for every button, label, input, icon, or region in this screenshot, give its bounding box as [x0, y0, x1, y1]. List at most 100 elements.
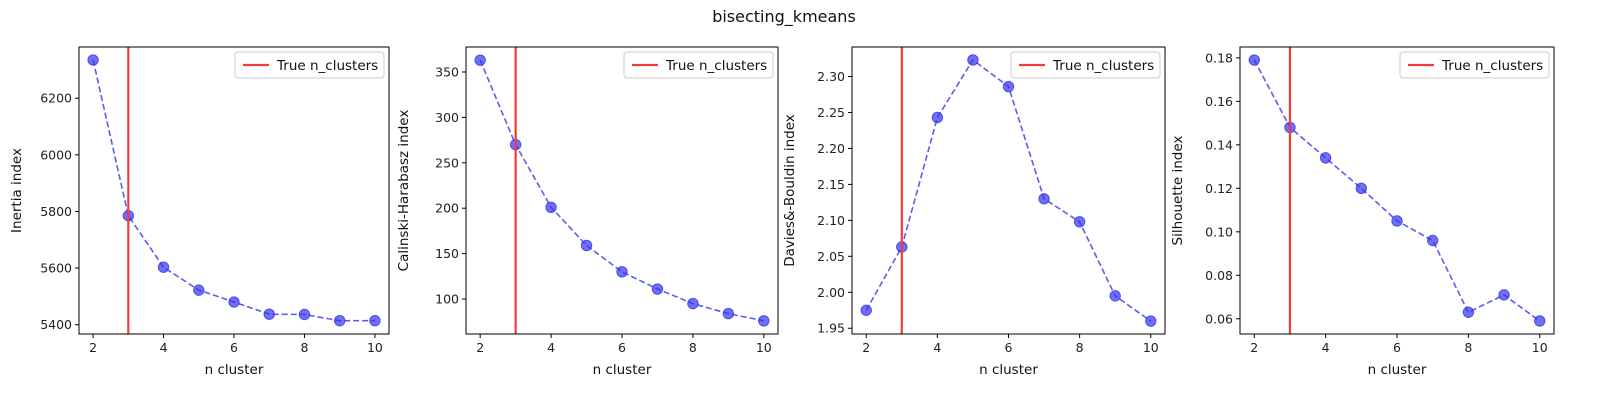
y-tick-label: 6200 [40, 91, 72, 106]
data-point [1534, 315, 1546, 327]
y-tick-label: 5400 [40, 317, 72, 332]
y-tick-label: 2.30 [817, 69, 845, 84]
y-tick-label: 0.08 [1205, 268, 1233, 283]
y-tick-label: 2.00 [817, 285, 845, 300]
data-point [333, 314, 346, 327]
x-tick-label: 4 [933, 340, 941, 355]
data-point [1319, 152, 1332, 164]
y-axis-label: Inertia index [9, 148, 25, 233]
data-point [931, 111, 944, 124]
subplot-1: 2 4 6 8 10 5400 5600 5800 6000 6200 n cluster Inert… [9, 46, 390, 378]
y-tick-label: 200 [435, 201, 459, 216]
x-tick-label: 8 [300, 340, 308, 355]
y-tick-label: 250 [435, 155, 459, 170]
legend-label: True n_clusters [1052, 58, 1154, 74]
legend-box [1399, 51, 1550, 79]
x-tick-label: 4 [160, 340, 168, 355]
data-point [87, 54, 99, 66]
series-line [92, 59, 375, 322]
legend-box [623, 51, 774, 79]
x-tick-label: 4 [547, 340, 555, 355]
x-tick-label: 6 [1005, 340, 1013, 355]
data-point [228, 296, 240, 308]
axes-frame [78, 46, 390, 335]
data-point [580, 239, 593, 252]
legend-box [1010, 51, 1161, 79]
y-tick-label: 0.14 [1205, 137, 1233, 152]
y-tick-label: 1.95 [817, 321, 845, 336]
data-point [157, 261, 170, 273]
x-axis-label: n cluster [593, 362, 652, 378]
data-point [1426, 234, 1439, 247]
legend: True n_clusters [623, 51, 774, 79]
data-point [1073, 216, 1086, 228]
data-point [967, 54, 979, 66]
y-tick-label: 0.12 [1205, 181, 1233, 196]
data-point [1145, 315, 1157, 327]
data-point [474, 54, 486, 66]
subplot-3: 2 4 6 8 10 1.95 2.00 2.05 2.10 2.15 2.20 2.25 2.30 n … [782, 46, 1166, 378]
x-tick-label: 10 [756, 340, 772, 355]
x-tick-label: 10 [367, 340, 383, 355]
data-point [1002, 80, 1015, 93]
x-axis-label: n cluster [979, 362, 1038, 378]
y-tick-label: 150 [435, 246, 459, 261]
data-point [616, 266, 628, 278]
data-point [722, 307, 735, 320]
y-tick-label: 2.05 [817, 249, 845, 264]
series-line [479, 59, 764, 322]
series-line [865, 58, 1152, 322]
x-tick-label: 8 [1076, 340, 1084, 355]
x-tick-label: 2 [476, 340, 484, 355]
data-point [369, 314, 381, 327]
figure-title: bisecting_kmeans [712, 7, 856, 27]
y-tick-label: 2.15 [817, 177, 845, 192]
x-tick-label: 8 [689, 340, 697, 355]
x-axis-label: n cluster [1368, 362, 1427, 378]
x-tick-label: 10 [1532, 340, 1548, 355]
x-axis-label: n cluster [205, 362, 264, 378]
legend: True n_clusters [1010, 51, 1161, 79]
y-axis-label: Davies&-Bouldin index [782, 114, 798, 267]
x-tick-label: 4 [1322, 340, 1330, 355]
data-point [1391, 215, 1403, 227]
y-tick-label: 5600 [40, 261, 72, 276]
legend-label: True n_clusters [276, 58, 378, 74]
data-point [651, 283, 664, 295]
y-tick-label: 2.20 [817, 141, 845, 156]
x-tick-label: 6 [1393, 340, 1401, 355]
y-tick-label: 6000 [40, 147, 72, 162]
series-line [1253, 59, 1541, 322]
y-tick-label: 2.10 [817, 213, 845, 228]
y-axis-label: Calinski-Harabasz index [396, 110, 412, 272]
data-point [687, 297, 699, 310]
axes-frame [465, 46, 779, 335]
legend: True n_clusters [234, 51, 385, 79]
data-point [1248, 54, 1260, 66]
legend-label: True n_clusters [665, 58, 767, 74]
subplot-4: 2 4 6 8 10 0.06 0.08 0.10 0.12 0.14 0.16 0.18 n clus… [1170, 46, 1555, 378]
data-point [1498, 289, 1510, 301]
data-point [298, 308, 311, 321]
data-point [758, 315, 770, 327]
y-tick-label: 5800 [40, 204, 72, 219]
y-tick-label: 2.25 [817, 105, 845, 120]
y-tick-label: 300 [435, 110, 459, 125]
data-point [1038, 193, 1050, 205]
legend-label: True n_clusters [1441, 58, 1543, 74]
x-tick-label: 6 [618, 340, 626, 355]
data-point [263, 308, 275, 320]
data-point [1109, 290, 1121, 302]
x-tick-label: 10 [1143, 340, 1159, 355]
x-tick-label: 8 [1464, 340, 1472, 355]
data-point [1462, 306, 1475, 318]
y-tick-label: 0.18 [1205, 50, 1233, 65]
y-tick-label: 0.10 [1205, 224, 1233, 239]
data-point [193, 284, 205, 296]
y-axis-label: Silhouette index [1170, 136, 1186, 246]
legend: True n_clusters [1399, 51, 1550, 79]
data-point [860, 304, 872, 316]
x-tick-label: 2 [1250, 340, 1258, 355]
x-tick-label: 2 [89, 340, 97, 355]
